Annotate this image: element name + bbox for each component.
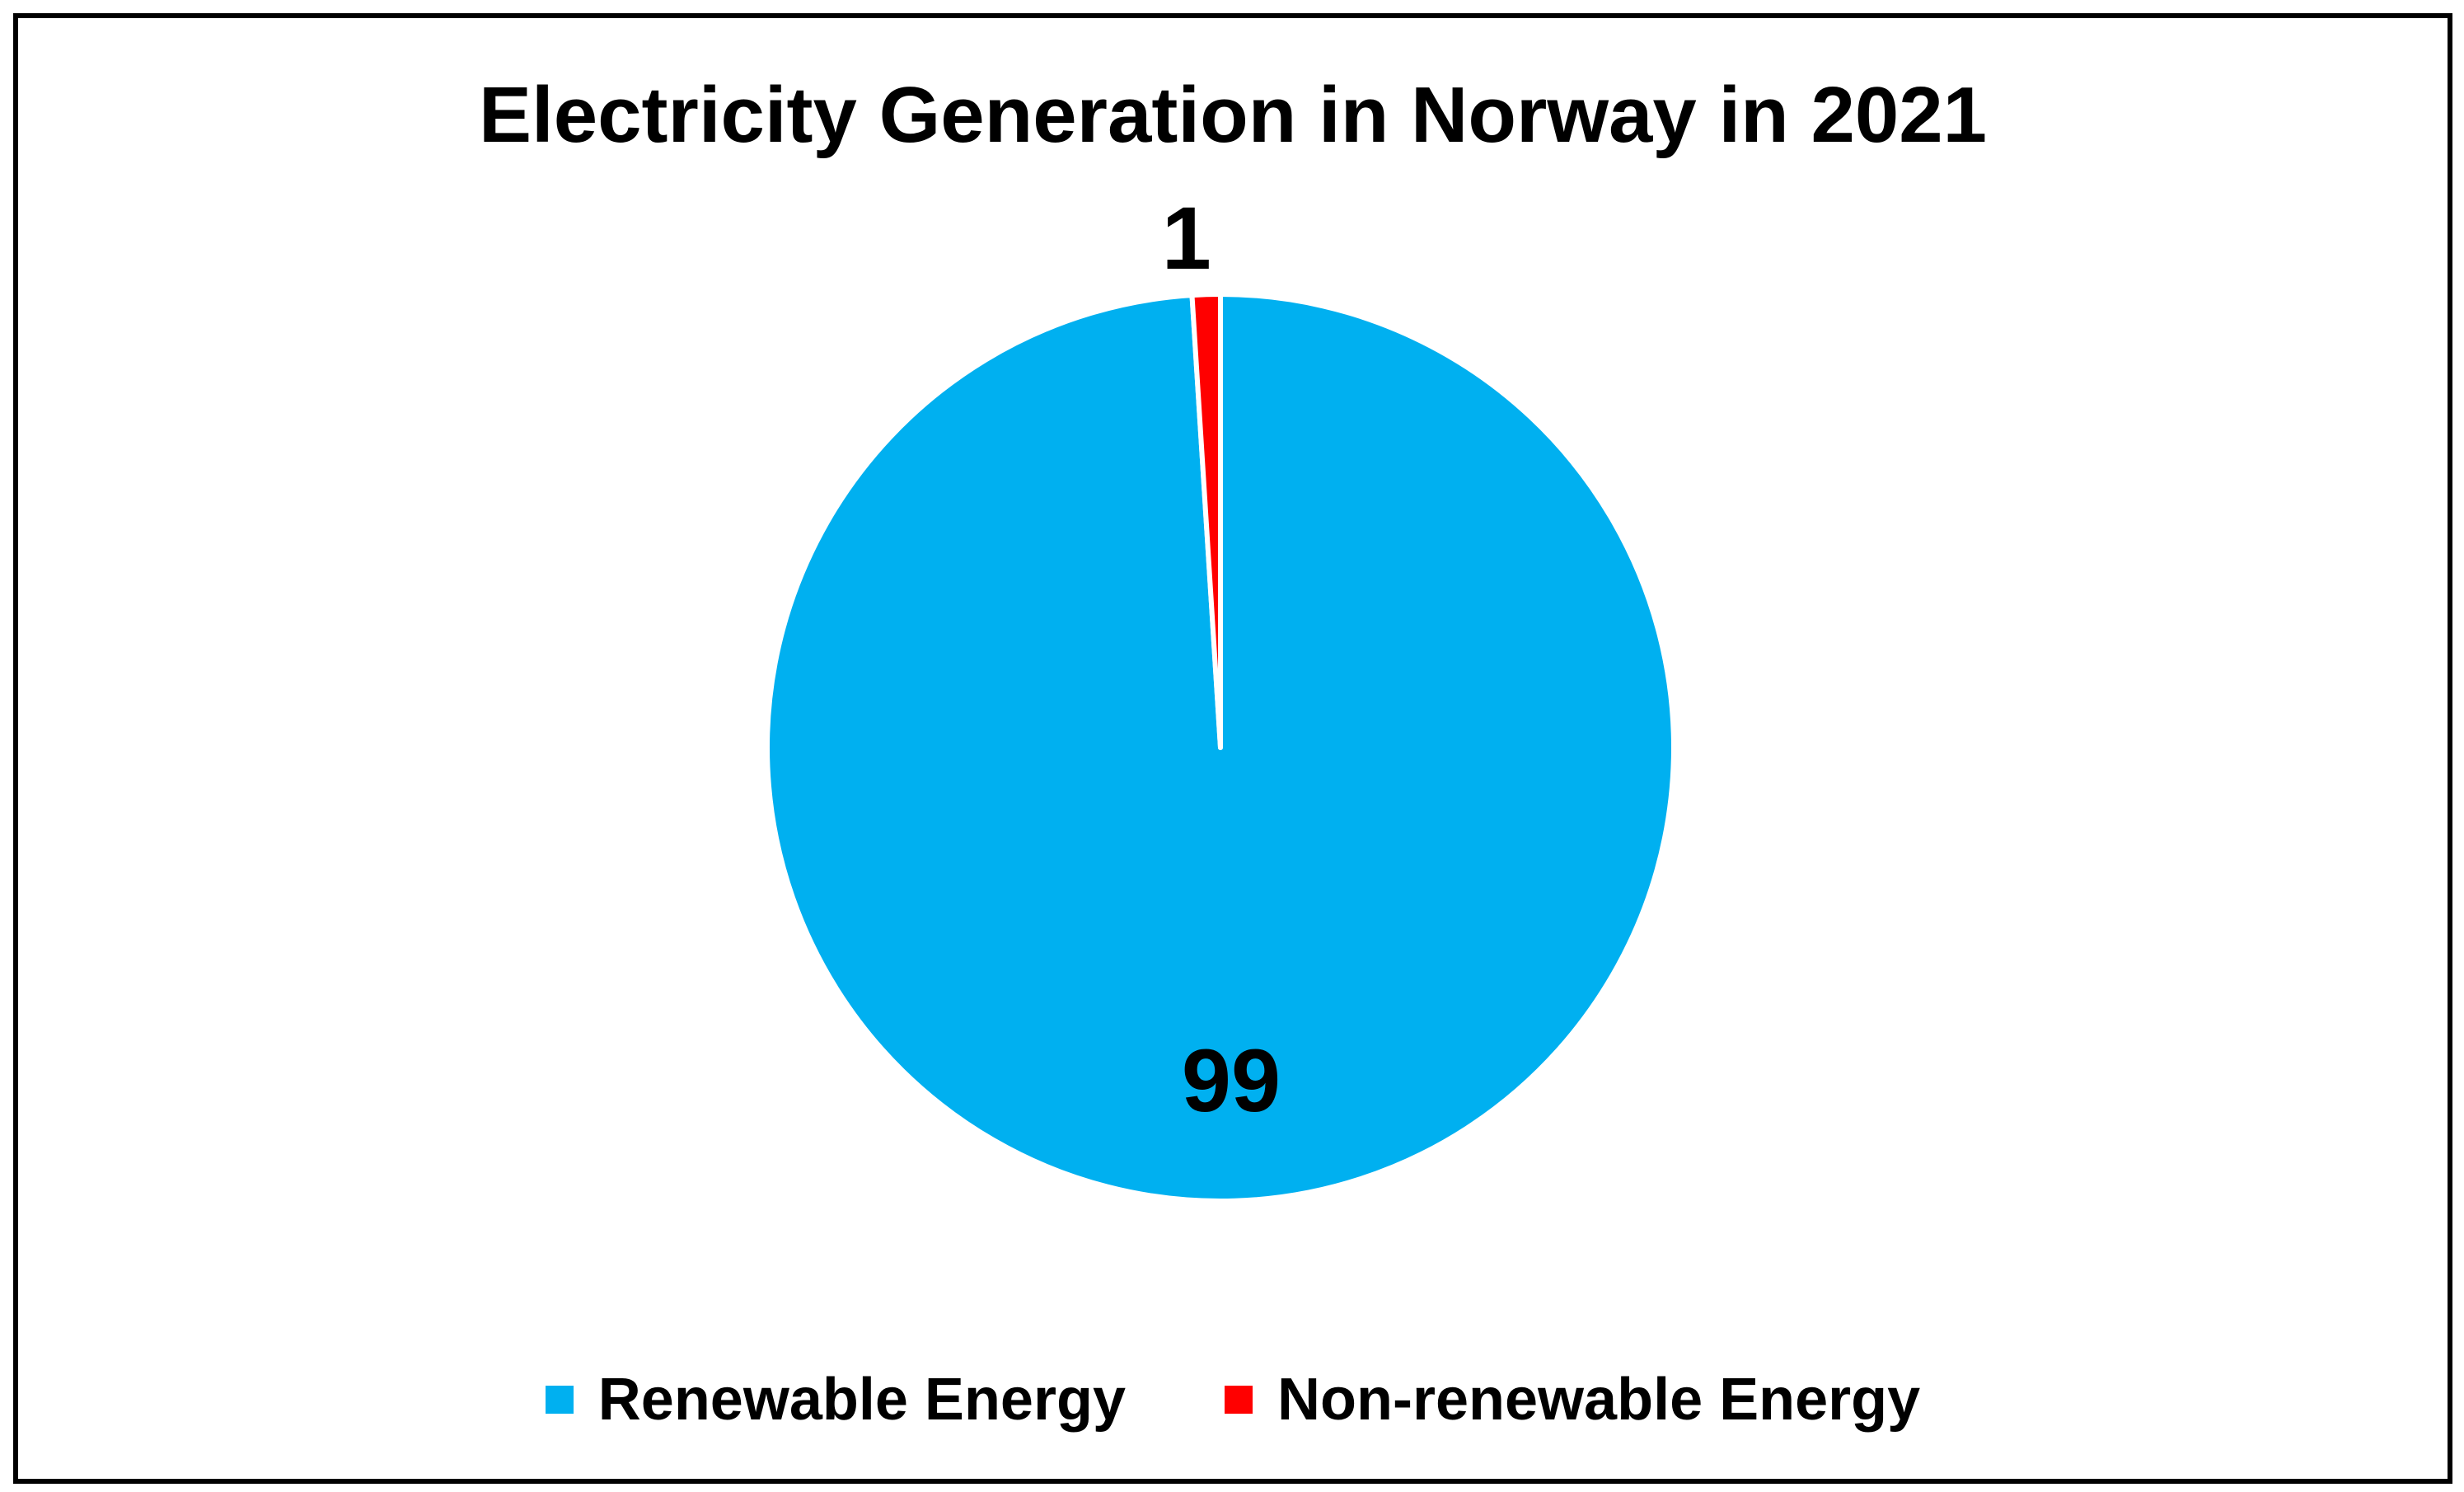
legend-swatch-non-renewable [1225,1386,1253,1414]
legend: Renewable Energy Non-renewable Energy [18,1370,2448,1429]
legend-label-non-renewable: Non-renewable Energy [1277,1367,1921,1433]
legend-item-non-renewable: Non-renewable Energy [1225,1370,1920,1429]
pie-chart: 99 1 [765,188,1676,1203]
data-label-non-renewable: 1 [1162,188,1211,288]
legend-swatch-renewable [545,1386,574,1414]
legend-item-renewable: Renewable Energy [545,1367,1127,1433]
pie-slice-non-renewable [1189,292,1223,750]
chart-title: Electricity Generation in Norway in 2021 [479,71,1987,159]
chart-frame: Electricity Generation in Norway in 2021… [13,13,2452,1484]
legend-label-renewable: Renewable Energy [597,1367,1127,1433]
data-label-renewable: 99 [1182,1030,1281,1130]
